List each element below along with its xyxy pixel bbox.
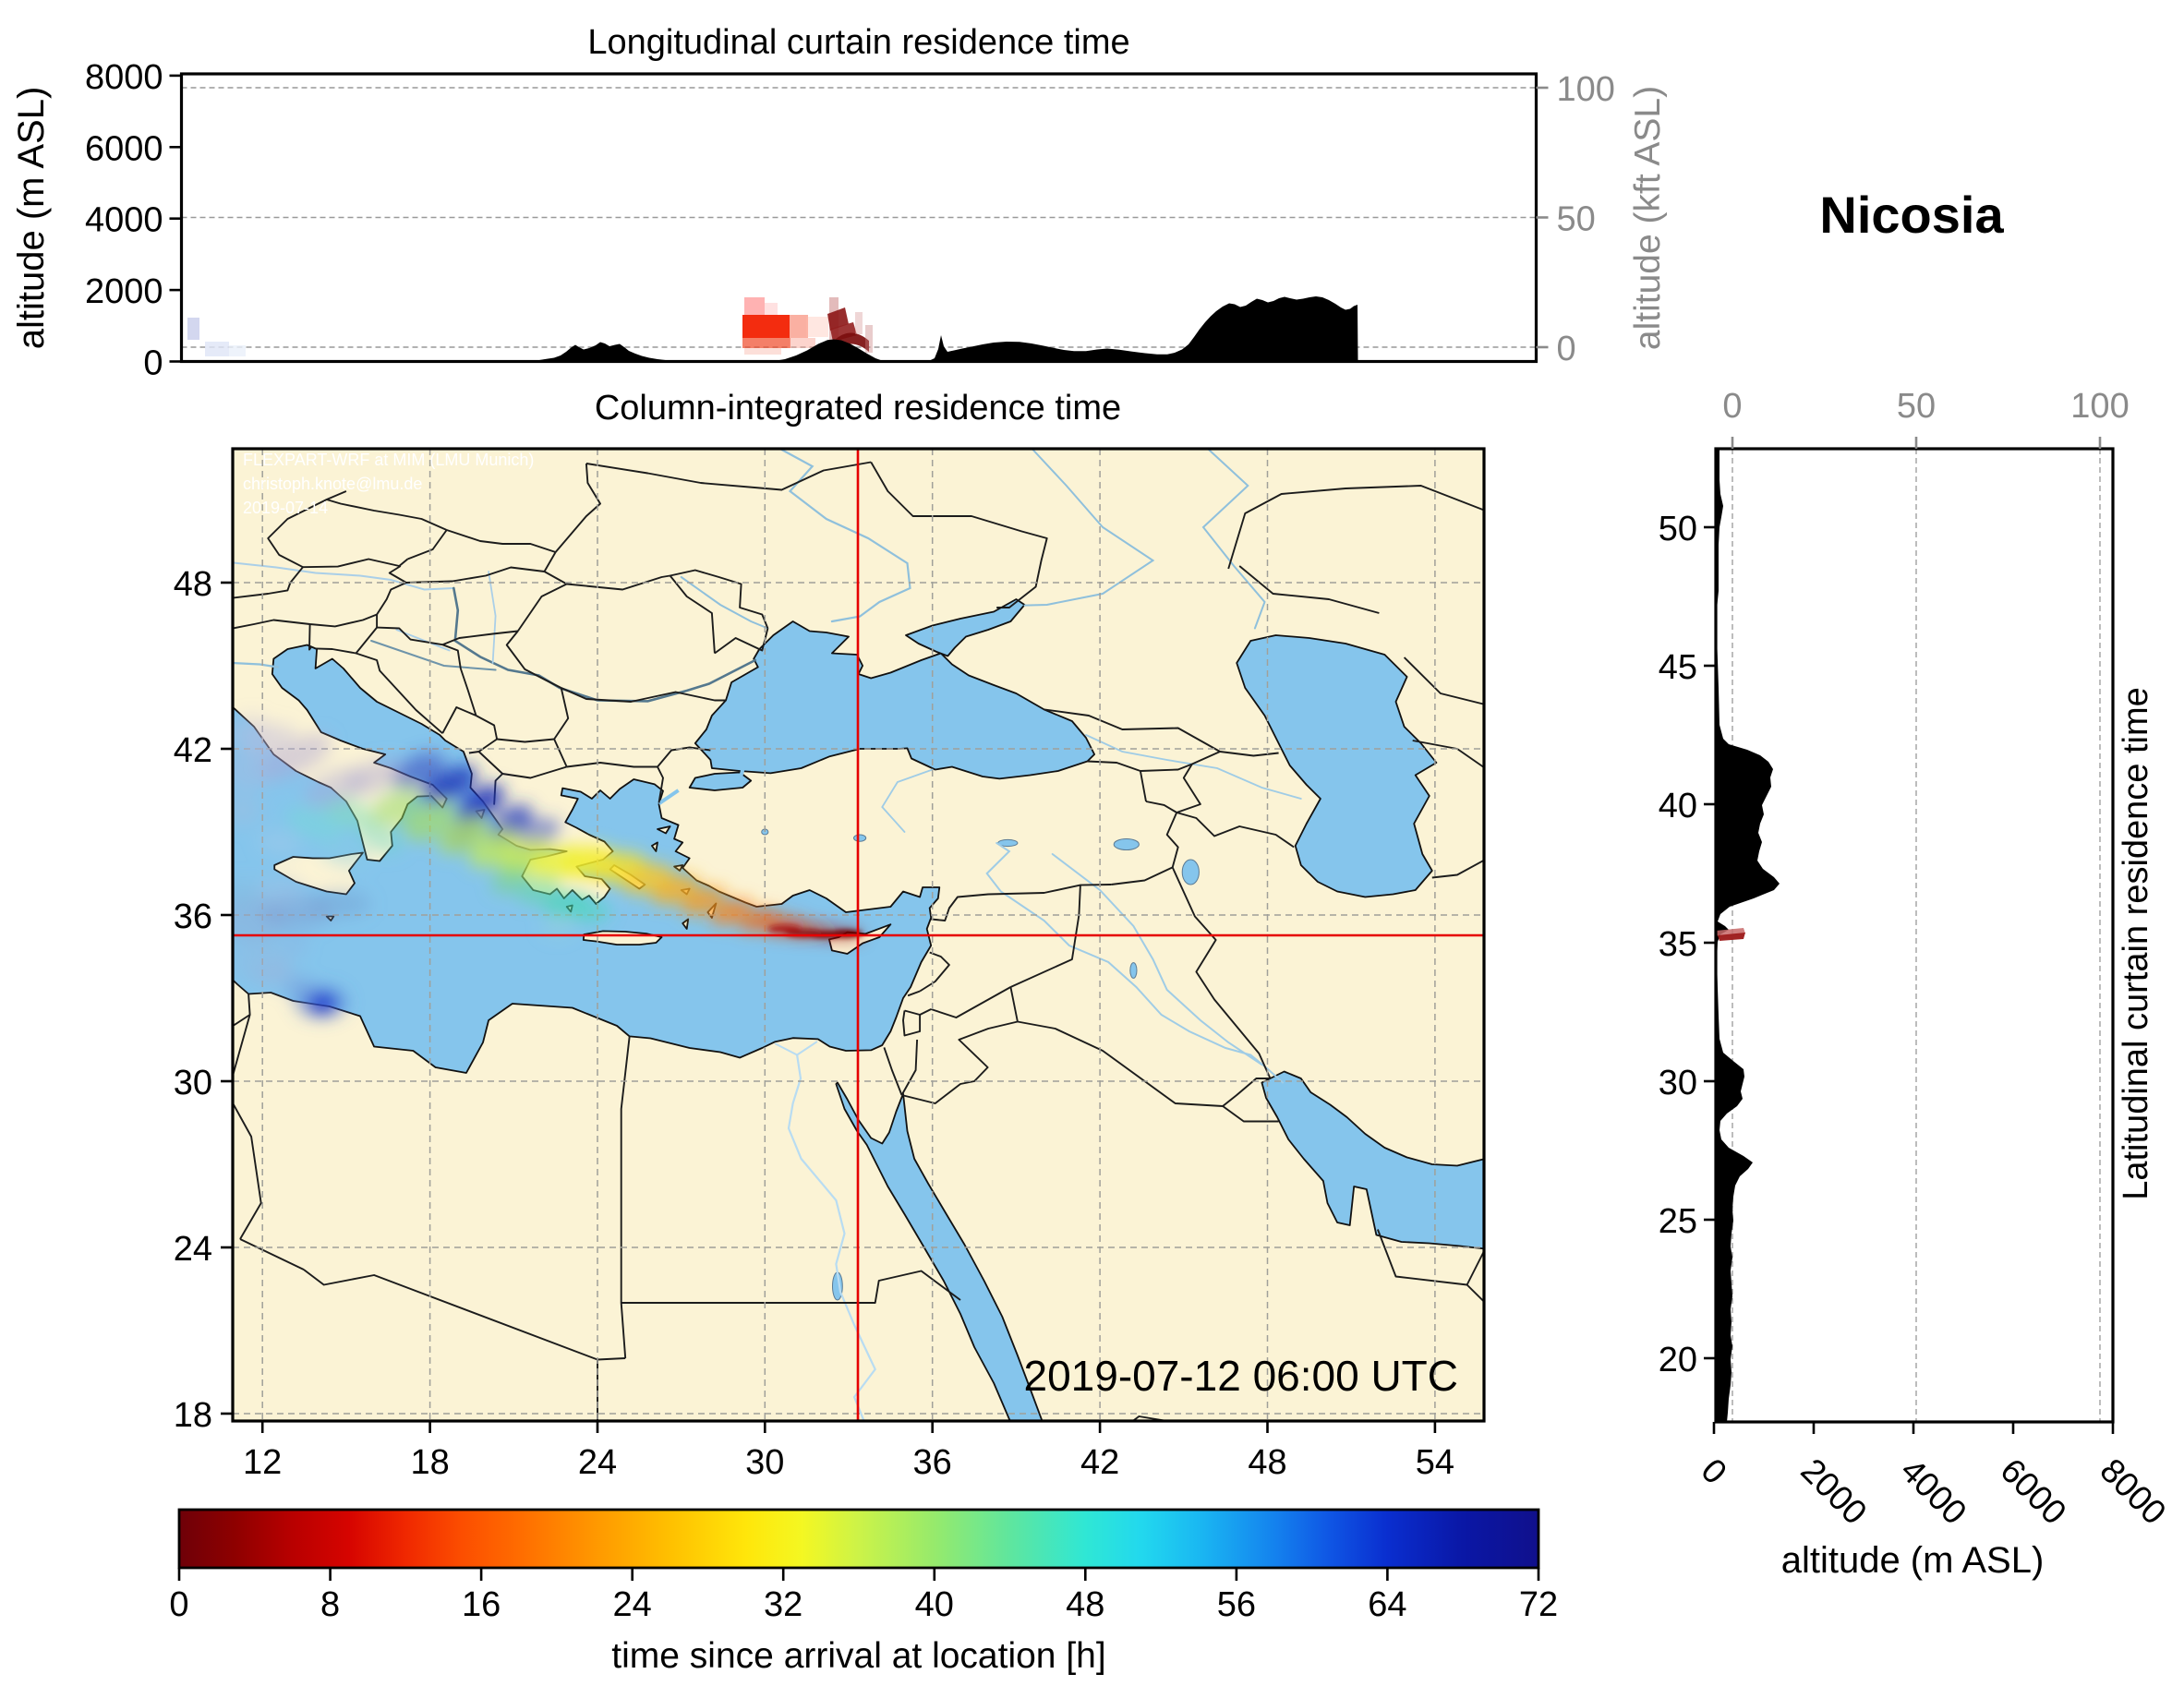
svg-text:0: 0 — [1722, 387, 1742, 426]
svg-text:altitude (kft ASL): altitude (kft ASL) — [1628, 86, 1668, 350]
svg-text:45: 45 — [1659, 648, 1697, 687]
svg-text:36: 36 — [913, 1443, 952, 1482]
svg-text:25: 25 — [1659, 1202, 1697, 1241]
svg-text:Longitudinal curtain residence: Longitudinal curtain residence time — [587, 23, 1129, 62]
svg-text:18: 18 — [174, 1396, 212, 1435]
svg-text:32: 32 — [764, 1585, 802, 1624]
svg-text:6000: 6000 — [85, 129, 163, 168]
svg-text:30: 30 — [174, 1064, 212, 1102]
svg-text:40: 40 — [1659, 787, 1697, 825]
svg-text:30: 30 — [745, 1443, 784, 1482]
svg-text:18: 18 — [410, 1443, 449, 1482]
svg-text:8000: 8000 — [85, 58, 163, 97]
svg-text:24: 24 — [578, 1443, 617, 1482]
svg-text:2019-07-14: 2019-07-14 — [243, 499, 328, 517]
svg-text:42: 42 — [174, 731, 212, 770]
svg-text:Latitudinal curtain residence: Latitudinal curtain residence time — [2117, 687, 2155, 1200]
svg-text:20: 20 — [1659, 1341, 1697, 1379]
svg-text:0: 0 — [143, 344, 163, 383]
svg-text:2000: 2000 — [85, 272, 163, 311]
svg-text:36: 36 — [174, 897, 212, 936]
svg-text:72: 72 — [1519, 1585, 1558, 1624]
svg-text:2019-07-12 06:00 UTC: 2019-07-12 06:00 UTC — [1023, 1352, 1458, 1400]
svg-text:12: 12 — [243, 1443, 282, 1482]
svg-text:Column-integrated residence ti: Column-integrated residence time — [595, 389, 1121, 428]
svg-text:christoph.knote@lmu.de: christoph.knote@lmu.de — [243, 475, 422, 493]
svg-text:100: 100 — [1557, 70, 1615, 109]
svg-text:FLEXPART-WRF at MIM (LMU Munic: FLEXPART-WRF at MIM (LMU Munich) — [243, 451, 534, 469]
svg-text:0: 0 — [1557, 330, 1576, 368]
svg-text:54: 54 — [1416, 1443, 1454, 1482]
svg-text:48: 48 — [174, 565, 212, 604]
svg-text:42: 42 — [1080, 1443, 1119, 1482]
svg-text:Nicosia: Nicosia — [1819, 186, 2004, 244]
svg-text:100: 100 — [2070, 387, 2129, 426]
svg-text:35: 35 — [1659, 925, 1697, 964]
svg-text:40: 40 — [915, 1585, 954, 1624]
svg-text:56: 56 — [1217, 1585, 1256, 1624]
svg-text:altitude (m ASL): altitude (m ASL) — [11, 87, 52, 350]
svg-text:64: 64 — [1368, 1585, 1406, 1624]
svg-text:50: 50 — [1897, 387, 1936, 426]
svg-text:0: 0 — [169, 1585, 188, 1624]
svg-text:time since arrival at location: time since arrival at location [h] — [611, 1636, 1105, 1676]
svg-text:24: 24 — [613, 1585, 652, 1624]
svg-text:50: 50 — [1557, 200, 1596, 239]
svg-text:4000: 4000 — [85, 201, 163, 240]
svg-text:16: 16 — [462, 1585, 501, 1624]
svg-text:50: 50 — [1659, 510, 1697, 548]
svg-text:altitude (m ASL): altitude (m ASL) — [1781, 1540, 2045, 1581]
svg-text:48: 48 — [1248, 1443, 1286, 1482]
svg-text:48: 48 — [1066, 1585, 1104, 1624]
svg-text:30: 30 — [1659, 1064, 1697, 1102]
svg-text:24: 24 — [174, 1230, 212, 1269]
svg-text:8: 8 — [320, 1585, 340, 1624]
